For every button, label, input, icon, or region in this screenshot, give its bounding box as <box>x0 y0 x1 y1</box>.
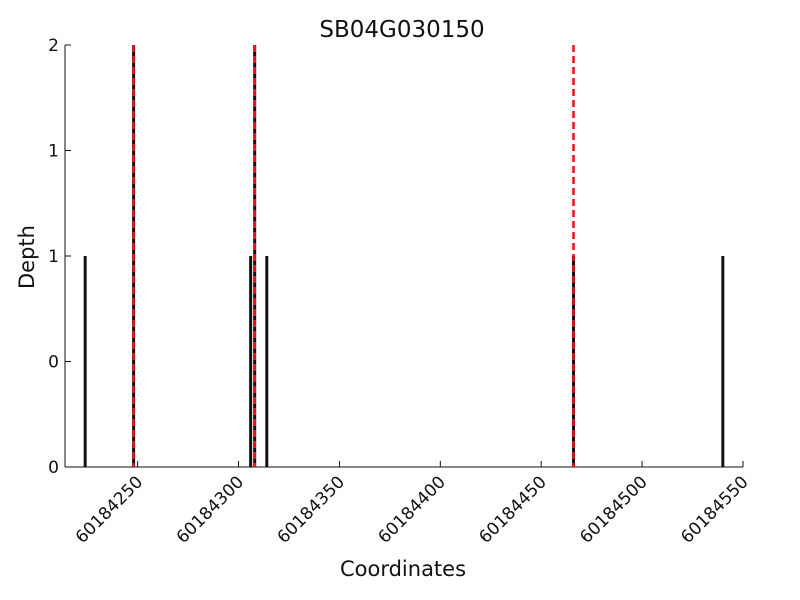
bar <box>249 256 253 467</box>
x-tick-label: 60184300 <box>173 472 248 547</box>
x-tick-label: 60184500 <box>576 472 651 547</box>
x-tick-label: 60184550 <box>677 472 752 547</box>
y-tick-label: 2 <box>48 36 59 56</box>
bar <box>721 256 725 467</box>
x-tick-label: 60184350 <box>274 472 349 547</box>
y-axis-label: Depth <box>15 225 39 289</box>
bar <box>265 256 269 467</box>
y-tick-label: 0 <box>48 353 59 373</box>
bar <box>572 256 575 467</box>
x-tick-label: 60184250 <box>72 472 147 547</box>
y-tick-label: 1 <box>48 142 59 162</box>
chart-title: SB04G030150 <box>319 17 484 43</box>
y-tick-label: 1 <box>48 247 59 267</box>
bar <box>83 256 87 467</box>
x-tick-label: 60184450 <box>475 472 550 547</box>
x-axis-label: Coordinates <box>340 557 466 581</box>
x-tick-label: 60184400 <box>375 472 450 547</box>
y-tick-label: 0 <box>48 458 59 478</box>
